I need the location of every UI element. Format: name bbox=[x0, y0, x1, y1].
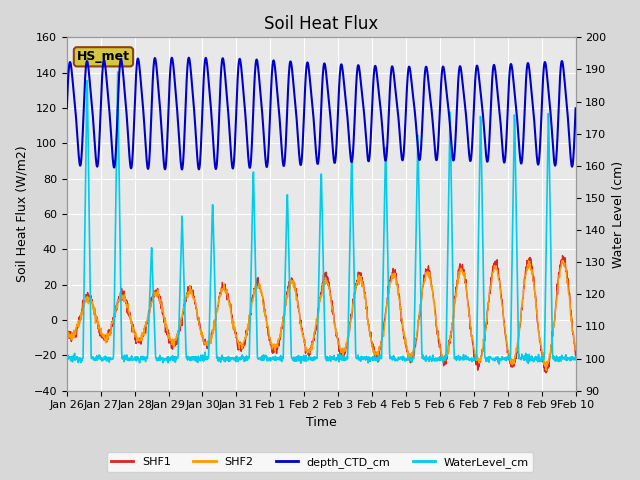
WaterLevel_cm bbox=[177, 276, 184, 282]
SHF1 bbox=[176, 325, 184, 331]
SHF1 bbox=[164, 333, 172, 338]
WaterLevel_cm bbox=[467, 356, 474, 361]
depth_CTD_cm bbox=[164, 132, 172, 137]
SHF2 bbox=[558, 258, 566, 264]
WaterLevel_cm bbox=[234, 356, 241, 362]
WaterLevel_cm bbox=[572, 354, 579, 360]
depth_CTD_cm bbox=[63, 106, 70, 111]
depth_CTD_cm bbox=[185, 55, 193, 60]
Title: Soil Heat Flux: Soil Heat Flux bbox=[264, 15, 378, 33]
depth_CTD_cm bbox=[176, 149, 184, 155]
Line: SHF2: SHF2 bbox=[67, 261, 575, 371]
SHF2 bbox=[63, 327, 70, 333]
depth_CTD_cm bbox=[178, 167, 186, 172]
SHF2 bbox=[543, 368, 550, 373]
SHF1 bbox=[542, 370, 550, 376]
depth_CTD_cm bbox=[512, 101, 520, 107]
SHF2 bbox=[467, 319, 474, 325]
Text: HS_met: HS_met bbox=[77, 50, 130, 63]
SHF2 bbox=[572, 345, 579, 350]
SHF2 bbox=[400, 332, 408, 338]
WaterLevel_cm bbox=[164, 360, 172, 366]
SHF2 bbox=[233, 334, 241, 340]
SHF2 bbox=[511, 355, 519, 360]
SHF1 bbox=[572, 353, 579, 359]
WaterLevel_cm bbox=[114, 69, 122, 75]
Line: SHF1: SHF1 bbox=[67, 255, 575, 373]
SHF2 bbox=[176, 321, 184, 327]
depth_CTD_cm bbox=[467, 156, 475, 162]
Line: depth_CTD_cm: depth_CTD_cm bbox=[67, 58, 575, 169]
SHF1 bbox=[559, 252, 566, 258]
SHF1 bbox=[511, 354, 519, 360]
SHF1 bbox=[63, 329, 70, 335]
SHF2 bbox=[164, 328, 172, 334]
Line: WaterLevel_cm: WaterLevel_cm bbox=[67, 72, 575, 364]
Y-axis label: Water Level (cm): Water Level (cm) bbox=[612, 160, 625, 267]
WaterLevel_cm bbox=[63, 356, 70, 362]
WaterLevel_cm bbox=[400, 356, 408, 362]
SHF1 bbox=[233, 337, 241, 343]
SHF1 bbox=[400, 336, 408, 342]
SHF1 bbox=[467, 326, 474, 332]
WaterLevel_cm bbox=[512, 185, 520, 191]
Y-axis label: Soil Heat Flux (W/m2): Soil Heat Flux (W/m2) bbox=[15, 146, 28, 282]
depth_CTD_cm bbox=[234, 77, 241, 83]
X-axis label: Time: Time bbox=[306, 416, 337, 429]
Legend: SHF1, SHF2, depth_CTD_cm, WaterLevel_cm: SHF1, SHF2, depth_CTD_cm, WaterLevel_cm bbox=[107, 452, 533, 472]
WaterLevel_cm bbox=[495, 361, 503, 367]
depth_CTD_cm bbox=[572, 106, 579, 111]
depth_CTD_cm bbox=[401, 139, 408, 144]
